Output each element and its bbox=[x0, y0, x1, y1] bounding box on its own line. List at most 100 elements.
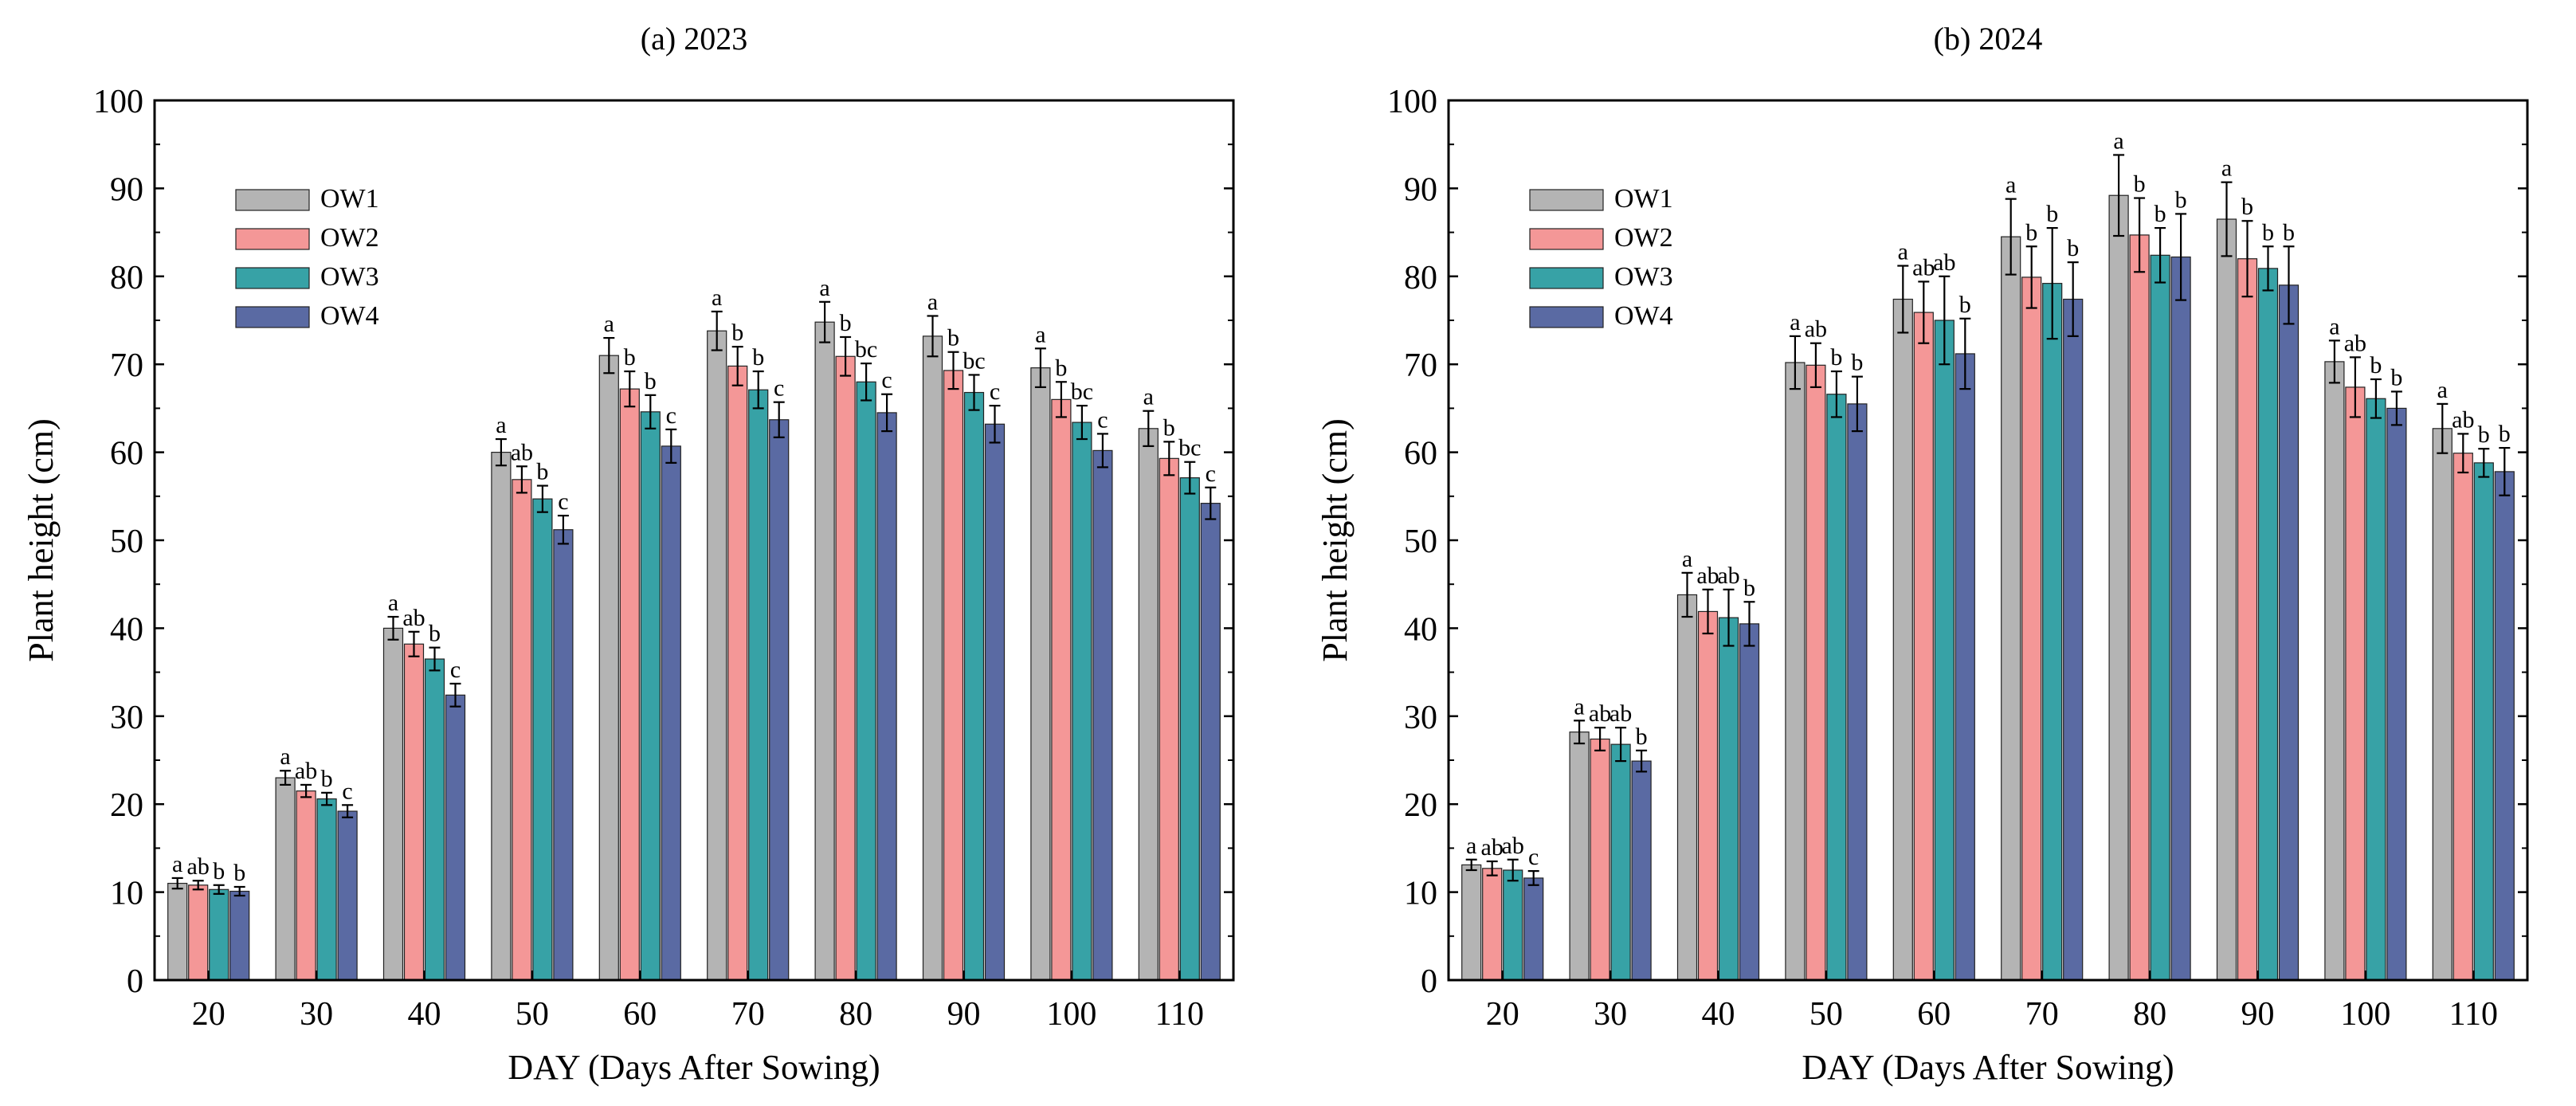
y-tick-label: 10 bbox=[1404, 876, 1437, 912]
bar-OW2-110 bbox=[2452, 453, 2473, 981]
legend-swatch-OW4 bbox=[235, 306, 310, 328]
y-tick-label: 40 bbox=[110, 611, 143, 648]
significance-label-OW3-20: ab bbox=[1502, 833, 1524, 859]
legend-swatch-OW4 bbox=[1529, 306, 1604, 328]
bar-OW2-80 bbox=[835, 355, 856, 981]
significance-label-OW4-70: c bbox=[774, 375, 784, 402]
significance-label-OW2-20: ab bbox=[187, 853, 210, 880]
y-tick-label: 50 bbox=[110, 524, 143, 560]
legend-swatch-OW1 bbox=[1529, 189, 1604, 211]
x-tick-label: 100 bbox=[2340, 996, 2390, 1033]
y-tick-label: 40 bbox=[1404, 611, 1437, 648]
significance-label-OW2-40: ab bbox=[1696, 563, 1719, 589]
x-tick-label: 100 bbox=[1046, 996, 1096, 1033]
bar-OW4-30 bbox=[1631, 760, 1652, 981]
bar-OW3-60 bbox=[640, 411, 661, 981]
bar-OW1-20 bbox=[1461, 864, 1482, 981]
bar-OW4-110 bbox=[1200, 503, 1221, 981]
significance-label-OW1-30: a bbox=[280, 743, 290, 770]
significance-label-OW3-60: b bbox=[645, 368, 657, 394]
bar-OW4-90 bbox=[2278, 284, 2300, 981]
significance-label-OW4-110: c bbox=[1206, 461, 1216, 487]
x-tick-label: 20 bbox=[192, 996, 225, 1033]
chart-panel-b-2024: (b) 2024 0 10 20 30 40 50 60 70 80 90 100 Plant heig… bbox=[1315, 21, 2529, 1087]
bar-OW1-70 bbox=[707, 330, 727, 981]
significance-label-OW3-100: bc bbox=[1071, 378, 1093, 405]
bar-OW2-20 bbox=[188, 884, 209, 981]
significance-label-OW3-30: b bbox=[321, 766, 333, 792]
significance-label-OW3-90: bc bbox=[963, 347, 985, 374]
bar-OW2-50 bbox=[512, 479, 532, 981]
bar-OW4-50 bbox=[553, 529, 574, 981]
significance-label-OW1-90: a bbox=[927, 288, 938, 315]
legend: OW1 OW2 OW3 OW4 bbox=[235, 184, 379, 331]
legend-label-OW2: OW2 bbox=[320, 223, 379, 253]
legend-label-OW3: OW3 bbox=[320, 262, 379, 292]
significance-label-OW1-40: a bbox=[388, 590, 398, 616]
bar-OW4-40 bbox=[1739, 623, 1760, 981]
bar-OW3-90 bbox=[2257, 268, 2279, 981]
bar-OW1-40 bbox=[1676, 594, 1698, 981]
x-tick-label: 60 bbox=[1917, 996, 1951, 1033]
significance-label-OW3-90: b bbox=[2262, 219, 2274, 245]
significance-label-OW3-80: b bbox=[2155, 201, 2166, 227]
significance-label-OW1-70: a bbox=[2006, 172, 2016, 198]
significance-label-OW2-50: ab bbox=[511, 439, 533, 465]
significance-label-OW2-50: ab bbox=[1805, 316, 1827, 343]
bar-OW2-110 bbox=[1159, 457, 1179, 981]
significance-label-OW2-110: ab bbox=[2452, 406, 2474, 433]
significance-label-OW4-100: b bbox=[2390, 364, 2402, 390]
significance-label-OW1-50: a bbox=[1790, 309, 1800, 335]
bar-OW1-30 bbox=[275, 777, 296, 981]
chart-title: (b) 2024 bbox=[1934, 21, 2043, 57]
bar-OW4-80 bbox=[876, 412, 897, 981]
bar-OW3-110 bbox=[2473, 462, 2494, 981]
y-tick-label: 30 bbox=[1404, 700, 1437, 736]
legend-label-OW1: OW1 bbox=[320, 184, 379, 214]
bar-OW1-100 bbox=[2324, 361, 2345, 981]
bar-OW2-80 bbox=[2129, 234, 2150, 981]
significance-label-OW1-80: a bbox=[819, 275, 829, 301]
significance-label-OW2-70: b bbox=[2025, 219, 2037, 245]
x-tick-label: 110 bbox=[1155, 996, 1204, 1033]
bar-OW3-100 bbox=[1072, 422, 1092, 981]
bar-OW2-100 bbox=[2345, 386, 2366, 981]
bar-OW3-40 bbox=[424, 658, 445, 981]
significance-label-OW1-70: a bbox=[712, 284, 722, 311]
x-axis-label: DAY (Days After Sowing) bbox=[1802, 1048, 2174, 1087]
significance-label-OW3-60: ab bbox=[1933, 249, 1955, 276]
bar-OW4-60 bbox=[1955, 353, 1975, 981]
bar-OW2-40 bbox=[403, 643, 425, 981]
significance-label-OW1-80: a bbox=[2113, 127, 2123, 154]
y-axis-label: Plant height (cm) bbox=[1315, 418, 1355, 662]
significance-label-OW4-40: c bbox=[450, 657, 461, 683]
bar-OW4-80 bbox=[2170, 256, 2191, 981]
bar-OW1-20 bbox=[167, 882, 188, 981]
significance-label-OW4-20: c bbox=[1528, 844, 1539, 870]
legend-swatch-OW2 bbox=[1529, 228, 1604, 250]
significance-label-OW2-80: b bbox=[2134, 171, 2146, 198]
legend-label-OW4: OW4 bbox=[1614, 301, 1673, 331]
significance-label-OW1-60: a bbox=[604, 311, 614, 337]
significance-label-OW4-90: b bbox=[2283, 219, 2295, 245]
bar-OW1-50 bbox=[491, 451, 512, 981]
y-tick-label: 80 bbox=[1404, 260, 1437, 296]
legend-swatch-OW2 bbox=[235, 228, 310, 250]
bar-OW2-90 bbox=[2237, 258, 2258, 981]
y-tick-label: 0 bbox=[127, 963, 143, 1000]
y-axis-label: Plant height (cm) bbox=[22, 418, 61, 662]
significance-label-OW3-40: ab bbox=[1717, 563, 1739, 589]
significance-label-OW4-60: c bbox=[666, 402, 676, 429]
significance-label-OW1-20: a bbox=[1466, 833, 1476, 859]
significance-label-OW3-70: b bbox=[2046, 201, 2058, 227]
bar-OW1-90 bbox=[2216, 218, 2237, 981]
bar-OW3-70 bbox=[2042, 283, 2063, 981]
y-tick-label: 0 bbox=[1421, 963, 1437, 1000]
bar-OW3-60 bbox=[1934, 320, 1955, 981]
x-tick-label: 110 bbox=[2449, 996, 2498, 1033]
significance-label-OW4-20: b bbox=[233, 860, 245, 886]
significance-label-OW1-110: a bbox=[1143, 384, 1154, 410]
y-tick-label: 10 bbox=[110, 876, 143, 912]
legend-label-OW4: OW4 bbox=[320, 301, 379, 331]
significance-label-OW3-50: b bbox=[536, 459, 548, 485]
